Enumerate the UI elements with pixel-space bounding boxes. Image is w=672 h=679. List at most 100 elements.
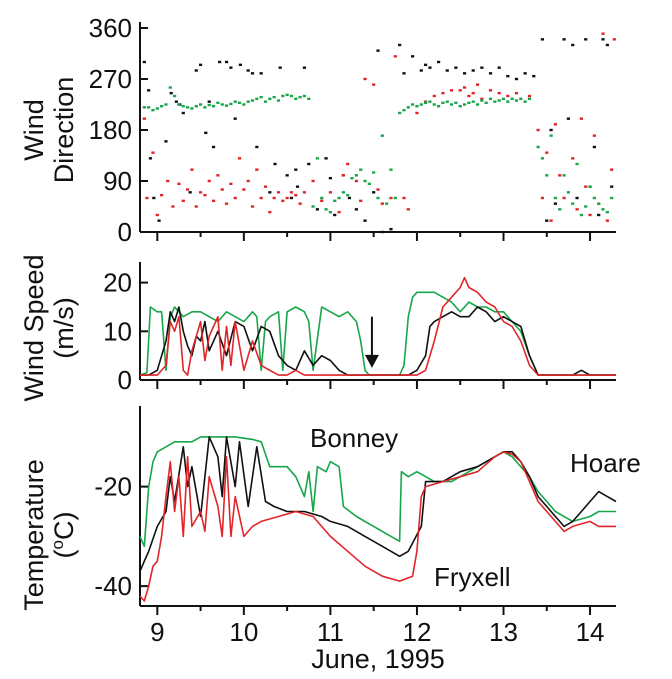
data-point: [527, 97, 532, 101]
data-point: [610, 168, 614, 171]
data-point: [424, 63, 428, 67]
data-point: [295, 185, 300, 188]
data-point: [506, 74, 510, 78]
data-point: [281, 94, 285, 98]
data-point: [402, 72, 406, 75]
data-point: [506, 94, 510, 98]
series-bonney: [142, 86, 614, 217]
data-point: [471, 91, 475, 95]
data-point: [350, 176, 354, 180]
data-point: [462, 103, 467, 106]
data-point: [181, 105, 185, 108]
data-point: [480, 97, 484, 101]
data-point: [432, 94, 436, 98]
data-point: [441, 91, 445, 95]
data-point: [289, 196, 294, 200]
data-point: [259, 95, 263, 99]
wind-speed-panel: Wind Speed (m/s) 0 10 20: [19, 254, 616, 402]
data-point: [147, 106, 151, 109]
data-point: [237, 157, 242, 160]
data-point: [198, 191, 203, 194]
data-point: [168, 86, 172, 89]
data-point: [462, 86, 467, 89]
data-point: [523, 72, 527, 75]
data-point: [380, 134, 384, 137]
data-point: [238, 63, 242, 67]
data-point: [302, 94, 307, 98]
data-point: [155, 107, 159, 110]
series-line-bonney: [139, 436, 616, 548]
x-tick-label: 12: [402, 617, 431, 647]
data-point: [207, 179, 211, 183]
temperature-lines: [139, 436, 617, 602]
data-point: [237, 101, 242, 104]
data-point: [142, 60, 146, 64]
data-point: [458, 105, 462, 108]
data-point: [211, 145, 216, 149]
temperature-ylabel-line1: Temperature: [19, 459, 49, 611]
data-point: [558, 174, 562, 177]
data-point: [298, 95, 302, 99]
data-point: [367, 182, 371, 186]
data-point: [142, 117, 146, 120]
data-point: [385, 202, 389, 205]
data-point: [562, 174, 566, 177]
data-point: [575, 196, 579, 200]
data-point: [272, 95, 276, 99]
data-point: [514, 77, 519, 81]
data-point: [514, 99, 519, 102]
data-point: [147, 89, 151, 92]
x-tick-label: 13: [489, 617, 518, 647]
data-point: [148, 157, 152, 160]
data-point: [454, 101, 458, 104]
data-point: [294, 193, 298, 197]
data-point: [562, 196, 566, 200]
data-point: [174, 100, 178, 103]
data-point: [203, 193, 207, 197]
data-point: [220, 103, 224, 106]
data-point: [246, 69, 250, 72]
data-point: [242, 103, 246, 106]
data-point: [372, 83, 376, 86]
data-point: [428, 66, 432, 69]
data-point: [268, 97, 272, 101]
data-point: [302, 66, 307, 69]
data-point: [540, 38, 545, 41]
wind-direction-ylabel-line2: Direction: [49, 77, 79, 184]
data-point: [467, 94, 471, 98]
data-point: [255, 168, 259, 171]
y-tick-label: 180: [89, 115, 132, 145]
data-point: [540, 157, 545, 160]
data-point: [445, 100, 449, 103]
data-point: [346, 193, 350, 197]
data-point: [436, 60, 441, 64]
data-point: [207, 100, 211, 103]
data-point: [411, 55, 415, 58]
data-point: [198, 63, 203, 67]
data-point: [166, 179, 170, 183]
data-point: [497, 91, 501, 95]
data-point: [588, 185, 592, 188]
data-point: [592, 145, 596, 149]
data-point: [320, 199, 324, 203]
wind-speed-ylabel-line2: (m/s): [49, 297, 79, 358]
data-point: [398, 111, 402, 115]
data-point: [229, 182, 233, 186]
data-point: [173, 94, 177, 98]
data-point: [493, 100, 497, 103]
y-tick-label: 10: [103, 316, 132, 346]
wind-speed-ylabel: Wind Speed (m/s): [19, 254, 79, 401]
data-point: [605, 43, 609, 47]
data-point: [276, 99, 281, 102]
data-point: [359, 168, 363, 171]
data-point: [372, 171, 376, 174]
y-tick-label: 0: [118, 365, 132, 395]
data-point: [536, 145, 540, 149]
data-point: [263, 185, 268, 188]
data-point: [363, 77, 367, 81]
data-point: [380, 202, 384, 205]
data-point: [229, 66, 233, 69]
data-point: [488, 97, 493, 101]
data-point: [354, 208, 358, 211]
data-point: [328, 210, 332, 214]
